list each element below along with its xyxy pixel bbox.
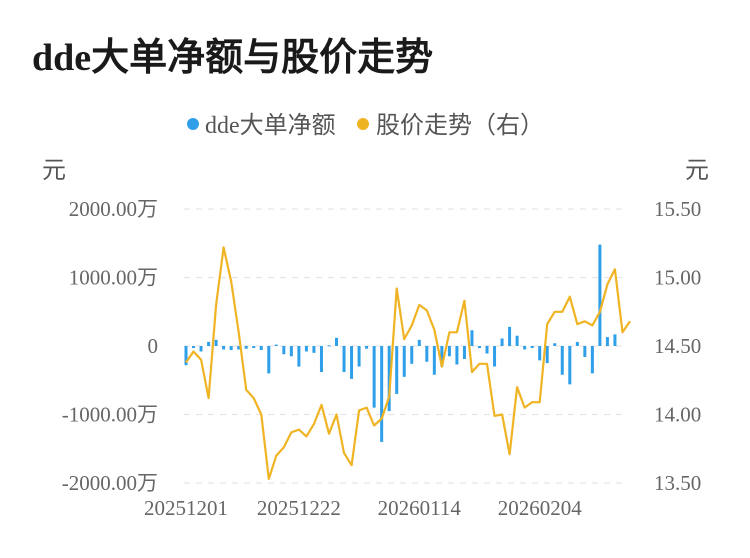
dde-bar (583, 346, 587, 357)
dde-bar (440, 346, 444, 367)
x-tick-label: 20251222 (257, 496, 341, 520)
dde-bar (357, 346, 361, 367)
dde-bar (417, 339, 421, 346)
dde-bar (335, 337, 339, 346)
dde-bar (380, 346, 384, 442)
dde-bar (500, 338, 504, 346)
dde-bar (613, 334, 617, 346)
dde-bar (237, 346, 241, 350)
dde-bar (523, 346, 527, 350)
left-tick-label: 1000.00万 (69, 266, 158, 290)
dde-bar (365, 346, 369, 349)
dde-bar (605, 337, 609, 346)
left-tick-label: 2000.00万 (69, 197, 158, 221)
dde-bar (455, 346, 459, 365)
dde-bar (282, 346, 286, 355)
dde-bar (184, 346, 188, 366)
legend-label-price: 股价走势（右） (376, 112, 544, 139)
dde-bar (493, 346, 497, 367)
gridlines (184, 208, 628, 484)
dde-bar (252, 346, 256, 349)
dde-bar (267, 346, 271, 374)
legend-marker-dde (187, 118, 199, 130)
dde-bar (598, 244, 602, 346)
dde-bar (432, 346, 436, 375)
dde-bar (259, 346, 263, 351)
legend-marker-price (357, 118, 369, 130)
dde-bar (372, 346, 376, 408)
price-line-layer (185, 246, 631, 480)
price-line (185, 246, 631, 480)
dde-bar (312, 346, 316, 353)
dde-bar (297, 346, 301, 367)
dde-bar (387, 346, 391, 412)
dde-bar (222, 346, 226, 350)
left-tick-label: -2000.00万 (62, 471, 158, 495)
left-tick-label: -1000.00万 (62, 403, 158, 427)
dde-bar (289, 346, 293, 357)
dde-bar (410, 346, 414, 364)
chart-title: dde大单净额与股价走势 (32, 37, 433, 79)
dde-bar (590, 346, 594, 374)
dde-bar (395, 346, 399, 394)
dde-bar (447, 346, 451, 357)
dde-bars (184, 244, 617, 442)
dde-bar (575, 341, 579, 346)
right-tick-label: 13.50 (654, 471, 701, 495)
x-axis-ticks: 20251201 20251222 20260114 20260204 (144, 496, 582, 520)
dde-bar (425, 346, 429, 362)
dde-bar (477, 346, 481, 349)
dde-bar (304, 346, 308, 352)
x-tick-label: 20260114 (378, 496, 462, 520)
x-tick-label: 20260204 (498, 496, 583, 520)
dde-bar (229, 346, 233, 351)
left-axis-ticks: 2000.00万 1000.00万 0 -1000.00万 -2000.00万 (62, 197, 158, 495)
left-tick-label: 0 (148, 334, 159, 358)
dde-bar (462, 346, 466, 360)
dde-bar (545, 346, 549, 364)
dde-bar (207, 341, 211, 346)
right-tick-label: 14.00 (654, 403, 701, 427)
legend-label-dde: dde大单净额 (205, 112, 336, 139)
dde-bar (515, 335, 519, 346)
dde-bar (244, 346, 248, 349)
right-tick-label: 14.50 (654, 334, 701, 358)
dde-bar (553, 343, 557, 346)
x-tick-label: 20251201 (144, 496, 228, 520)
legend: dde大单净额 股价走势（右） (187, 112, 544, 139)
dde-bar (199, 346, 203, 352)
right-axis-unit: 元 (685, 158, 709, 184)
right-tick-label: 15.00 (654, 266, 701, 290)
dde-bar (350, 346, 354, 379)
dde-bar (402, 346, 406, 377)
dde-bar (342, 346, 346, 373)
dde-bar (327, 345, 331, 347)
dde-bar (568, 346, 572, 385)
left-axis-unit: 元 (42, 158, 66, 184)
dde-bar (274, 344, 278, 346)
dde-bar (530, 346, 534, 349)
dde-bar (214, 339, 218, 346)
dde-bar (192, 346, 196, 349)
dde-bar (560, 346, 564, 375)
right-axis-ticks: 15.50 15.00 14.50 14.00 13.50 (654, 197, 701, 495)
right-tick-label: 15.50 (654, 197, 701, 221)
dde-bar (470, 330, 474, 346)
dde-bar (319, 346, 323, 373)
dde-bar (508, 326, 512, 346)
dde-bar (485, 346, 489, 354)
dde-bar (538, 346, 542, 361)
